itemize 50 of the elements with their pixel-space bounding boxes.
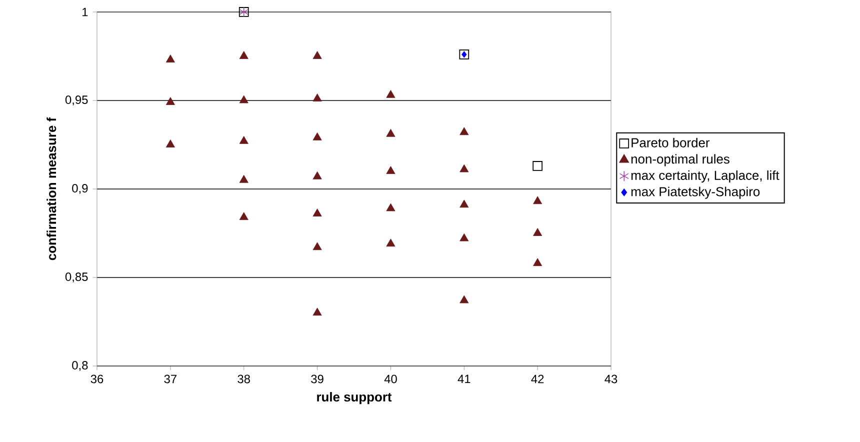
point	[312, 242, 322, 250]
point	[386, 238, 396, 247]
y-tick-label: 0,8	[72, 361, 88, 371]
point	[312, 51, 322, 59]
point	[533, 196, 542, 204]
point	[239, 136, 248, 144]
y-tick-label: 0,9	[72, 184, 88, 194]
legend-label: max certainty, Laplace, lift	[631, 170, 780, 183]
point	[312, 94, 322, 102]
x-tick-label: 38	[238, 374, 250, 384]
point	[460, 233, 469, 242]
point	[239, 95, 248, 104]
y-tick-label: 1	[82, 8, 88, 16]
x-tick-label: 41	[458, 374, 470, 383]
legend-label: Pareto border	[632, 138, 710, 148]
point	[312, 208, 322, 216]
point	[386, 203, 396, 212]
point	[166, 54, 175, 62]
point	[239, 51, 248, 59]
point	[386, 166, 396, 174]
y-axis-title: confirmation measure f	[46, 117, 56, 260]
x-axis-title: rule support	[317, 392, 392, 404]
x-tick-label: 39	[311, 374, 324, 384]
point	[460, 200, 469, 208]
x-tick-label: 42	[531, 374, 544, 384]
point	[459, 50, 470, 60]
point	[462, 51, 467, 58]
point	[460, 295, 469, 304]
point	[532, 161, 543, 171]
point	[166, 140, 175, 148]
x-tick-label: 43	[604, 374, 618, 384]
point	[460, 164, 469, 172]
point	[312, 171, 322, 180]
legend-label: non-optimal rules	[631, 154, 730, 166]
point	[533, 258, 542, 266]
x-tick-label: 36	[90, 374, 104, 384]
point	[312, 132, 322, 140]
y-tick-label: 0,95	[65, 96, 88, 106]
point	[460, 127, 469, 136]
point	[166, 97, 175, 105]
point	[386, 90, 396, 98]
point	[533, 228, 542, 236]
x-tick-label: 37	[164, 374, 176, 384]
y-tick-label: 0,85	[65, 272, 88, 282]
point	[239, 174, 248, 183]
point	[312, 308, 322, 316]
point	[386, 128, 396, 137]
point	[239, 212, 248, 220]
x-tick-label: 40	[384, 374, 397, 384]
legend-label: max Piatetsky-Shapiro	[631, 186, 760, 199]
